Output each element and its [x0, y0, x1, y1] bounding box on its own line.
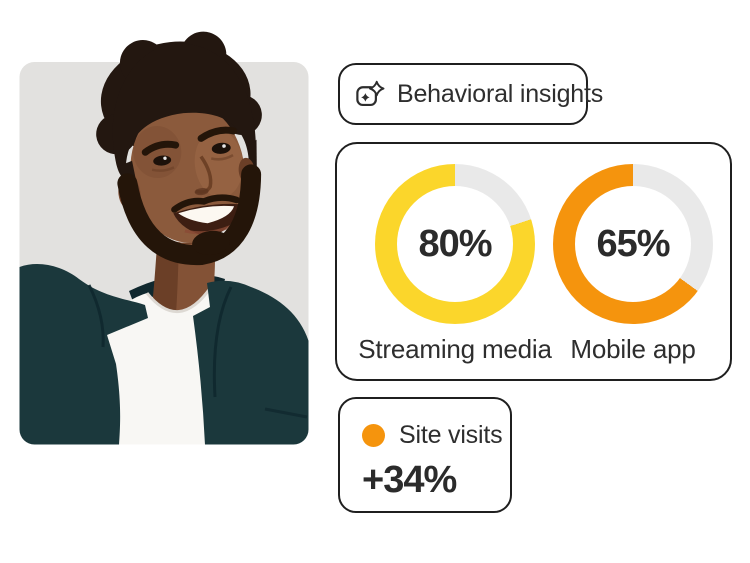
eyebrow-left [141, 140, 180, 156]
temple-shadow [133, 126, 182, 179]
donut-chart-streaming-media: 80% Streaming media [358, 164, 552, 364]
site-visits-label: Site visits [399, 421, 503, 449]
chin-beard [192, 230, 231, 255]
blazer-lapel-line-right [212, 286, 233, 398]
eye-left [153, 155, 172, 166]
behavioral-insights-badge: Behavioral insights [338, 63, 603, 125]
person-illustration [19, 31, 309, 445]
blazer-right-shape [193, 280, 309, 445]
blazer-lapel-line-left [87, 284, 105, 348]
insights-card: 80% Streaming media 65% Mobile app [335, 142, 732, 381]
mustache-shape [171, 194, 240, 213]
eyebrow-right [197, 126, 237, 142]
tshirt-collar [145, 286, 213, 313]
donut-ring-streaming-media: 80% [375, 164, 535, 324]
insights-sparkle-icon [354, 79, 386, 109]
hair-front-shape [112, 43, 256, 180]
site-visits-row: Site visits [362, 421, 510, 450]
blazer-pocket-line [264, 407, 308, 419]
cheek-highlight [194, 129, 243, 198]
donut-value-streaming-media: 80% [418, 222, 492, 265]
donut-ring-mobile-app: 65% [553, 164, 713, 324]
donut-label-streaming-media: Streaming media [358, 334, 552, 364]
eye-right [211, 142, 231, 154]
badge-label: Behavioral insights [397, 79, 604, 108]
site-visits-dot [362, 424, 385, 447]
donut-value-mobile-app: 65% [596, 222, 670, 265]
site-visits-value: +34% [362, 459, 457, 501]
donut-chart-mobile-app: 65% Mobile app [553, 164, 713, 364]
site-visits-card: Site visits +34% [338, 397, 512, 513]
blazer-left-shape [19, 264, 148, 445]
beard-shape [117, 164, 262, 265]
donut-label-mobile-app: Mobile app [570, 334, 696, 364]
portrait-photo [19, 31, 309, 445]
